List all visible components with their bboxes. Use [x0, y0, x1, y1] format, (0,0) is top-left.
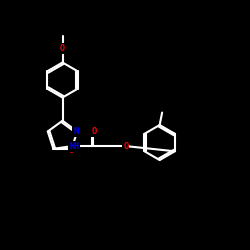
Text: NH: NH — [70, 142, 80, 151]
Text: O: O — [69, 146, 74, 154]
Text: O: O — [91, 127, 96, 136]
Text: O: O — [60, 44, 64, 53]
Text: N: N — [73, 127, 79, 136]
Text: O: O — [123, 142, 128, 151]
